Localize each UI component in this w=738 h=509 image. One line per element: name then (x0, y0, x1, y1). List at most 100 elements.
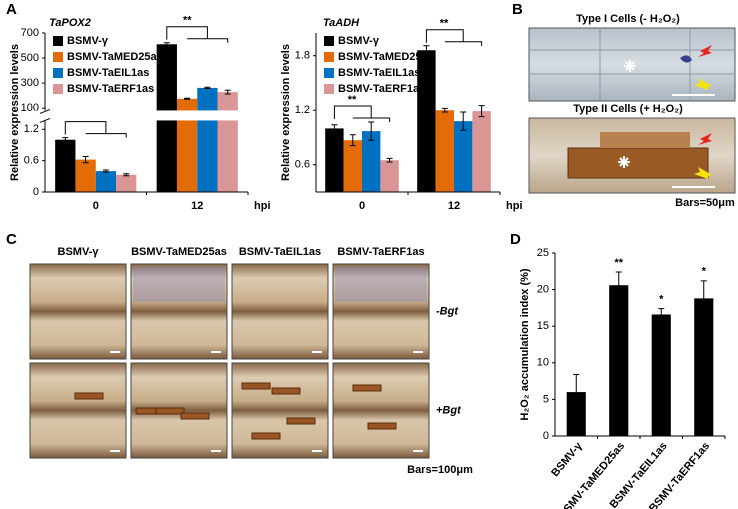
legend-swatch (53, 68, 63, 78)
bar (380, 160, 399, 192)
error-bar (349, 134, 356, 147)
y-tick-label: 5 (543, 393, 549, 405)
column-header: BSMV-TaMED25as (131, 246, 227, 258)
y-tick-label: 1.2 (295, 104, 310, 116)
x-tick-label: BSMV-γ (549, 439, 585, 479)
y-tick-label: 15 (537, 320, 549, 332)
error-bar (573, 374, 580, 411)
legend-swatch (324, 84, 334, 94)
legend-swatch (324, 52, 334, 62)
blue-stain (133, 267, 225, 302)
y-tick-label: 0 (33, 186, 39, 198)
legend-swatch (53, 36, 63, 46)
legend-label: BSMV-TaERF1as (67, 83, 154, 95)
error-bar (441, 107, 448, 113)
y-tick-label: 300 (21, 77, 39, 89)
bar (55, 139, 76, 192)
arrow (698, 45, 712, 57)
y-tick-label: 0.6 (24, 155, 39, 167)
significance: ** (348, 94, 357, 106)
legend-label: BSMV-γ (338, 35, 380, 47)
error-bar (615, 271, 622, 299)
micrograph (332, 362, 430, 459)
error-bar (204, 86, 211, 90)
stained-cell (241, 382, 271, 390)
row-label: -Bgt (436, 305, 459, 317)
scale-label: Bars=50μm (675, 197, 735, 209)
y-tick-label: 0 (543, 430, 549, 442)
significance: ** (440, 18, 449, 30)
column-header: BSMV-TaERF1as (337, 246, 424, 258)
bar (566, 392, 586, 436)
row-label: +Bgt (436, 404, 462, 416)
legend-label: BSMV-TaMED25as (67, 51, 163, 63)
error-bar (460, 111, 467, 131)
bracket (166, 26, 229, 43)
y-tick-label: 0.6 (295, 159, 310, 171)
micrograph (29, 263, 127, 360)
bracket (64, 121, 127, 138)
micrograph (130, 263, 228, 360)
micrograph (332, 263, 430, 360)
panel-label: B (512, 1, 523, 18)
panel-c: BSMV-γ BSMV-TaMED25as BSMV-TaEIL1as BSMV-Ta… (29, 246, 473, 476)
bar (417, 50, 436, 193)
axis-break (35, 110, 250, 121)
bar (176, 98, 198, 192)
arrow (694, 78, 712, 90)
y-tick-label: 20 (537, 284, 549, 296)
legend-swatch (53, 84, 63, 94)
legend-label: BSMV-TaEIL1as (67, 67, 149, 79)
stained-cell (271, 387, 301, 395)
micrograph (231, 263, 329, 360)
error-bar (423, 45, 430, 56)
error-bar (331, 124, 338, 133)
panel-label: C (6, 231, 17, 248)
legend-label: BSMV-γ (67, 35, 109, 47)
stained-cell (352, 384, 382, 392)
bar (75, 159, 96, 192)
y-axis-label: Relative expression levels (9, 44, 21, 181)
significance: ** (183, 15, 192, 27)
bar (95, 171, 117, 192)
chart-title: TaPOX2 (49, 17, 91, 29)
image-title: Type II Cells (+ H₂O₂) (573, 103, 683, 115)
blue-stain (335, 267, 427, 302)
panel-label: D (510, 231, 521, 248)
stained-cell (180, 412, 210, 420)
column-header: BSMV-TaEIL1as (239, 246, 321, 258)
stained-cell (367, 422, 397, 430)
error-bar (102, 169, 109, 173)
legend-swatch (324, 36, 334, 46)
significance: * (702, 266, 707, 278)
marker (624, 60, 636, 72)
legend-swatch (324, 68, 334, 78)
x-axis-label: hpi (254, 200, 271, 212)
x-tick-label: 12 (191, 200, 203, 212)
error-bar (386, 157, 393, 163)
cell-stain (600, 132, 690, 148)
error-bar (123, 173, 130, 177)
error-bar (163, 42, 170, 47)
error-bar (224, 89, 231, 95)
bar (362, 131, 381, 192)
column-header: BSMV-γ (58, 246, 100, 258)
y-tick-label: 10 (537, 357, 549, 369)
legend-swatch (53, 52, 63, 62)
legend-label: BSMV-TaEIL1as (338, 67, 420, 79)
x-axis-label: hpi (506, 200, 523, 212)
x-tick-label: 0 (93, 200, 99, 212)
error-bar (368, 121, 375, 141)
y-tick-label: 1.8 (295, 50, 310, 62)
bracket (425, 29, 483, 46)
marker (618, 156, 630, 168)
bar (694, 298, 714, 436)
bar (609, 285, 629, 436)
error-bar (82, 155, 89, 164)
y-tick-label: 500 (21, 52, 39, 64)
error-bar (62, 137, 69, 143)
panel-label: A (6, 1, 17, 18)
stained-cell (251, 432, 281, 440)
micrograph (231, 362, 329, 459)
